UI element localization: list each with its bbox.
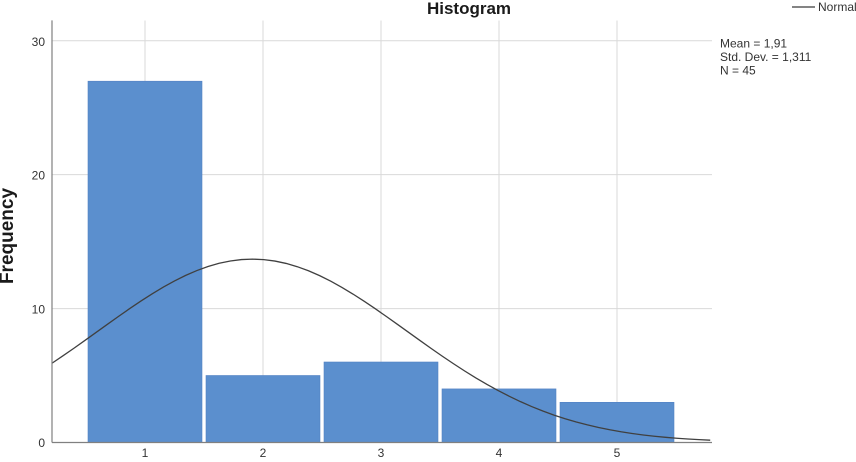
svg-text:Mean = 1,91: Mean = 1,91 <box>720 37 787 51</box>
svg-text:Std. Dev. = 1,311: Std. Dev. = 1,311 <box>720 50 812 64</box>
svg-text:20: 20 <box>32 169 46 183</box>
svg-text:2: 2 <box>260 446 267 460</box>
svg-text:N = 45: N = 45 <box>720 64 756 78</box>
svg-text:Normal: Normal <box>818 0 856 14</box>
svg-text:5: 5 <box>614 446 621 460</box>
svg-text:4: 4 <box>496 446 503 460</box>
svg-text:30: 30 <box>32 35 46 49</box>
svg-text:Histogram: Histogram <box>427 0 511 18</box>
svg-text:1: 1 <box>142 446 149 460</box>
svg-text:0: 0 <box>38 436 45 450</box>
svg-text:3: 3 <box>378 446 385 460</box>
svg-text:10: 10 <box>32 303 46 317</box>
svg-text:Frequency: Frequency <box>0 188 18 285</box>
